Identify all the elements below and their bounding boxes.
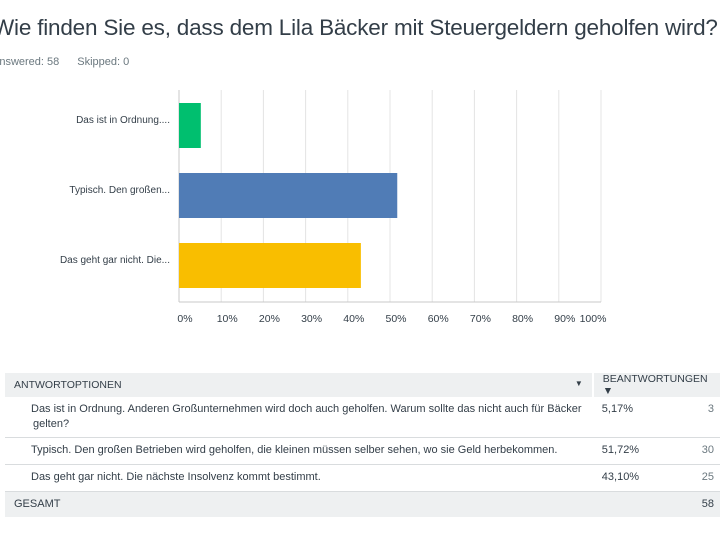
sort-arrow-icon[interactable]: ▼ xyxy=(574,379,583,388)
table-row: ▼Typisch. Den großen Betrieben wird geho… xyxy=(0,437,720,465)
x-tick-label: 40% xyxy=(343,313,364,325)
total-label: GESAMT xyxy=(5,491,593,517)
table-row: ▼Das ist in Ordnung. Anderen Großunterne… xyxy=(0,397,720,438)
bar[interactable] xyxy=(179,243,361,288)
question-title: Wie finden Sie es, dass dem Lila Bäcker … xyxy=(0,15,718,40)
x-tick-label: 0% xyxy=(177,313,192,325)
skipped-count: Skipped: 0 xyxy=(77,56,130,68)
x-tick-label: 20% xyxy=(259,313,280,325)
x-tick-label: 80% xyxy=(512,313,533,325)
x-tick-label: 70% xyxy=(470,313,491,325)
percent-cell: 5,17% xyxy=(592,397,693,438)
bar[interactable] xyxy=(179,173,398,218)
option-cell: ▼Das geht gar nicht. Die nächste Insolve… xyxy=(0,464,593,492)
response-summary: Answered: 58 Skipped: 0 xyxy=(0,56,147,68)
category-label: Typisch. Den großen... xyxy=(69,185,170,196)
answered-count: Answered: 58 xyxy=(0,56,60,68)
x-tick-label: 60% xyxy=(428,313,449,325)
header-options[interactable]: ANTWORTOPTIONEN ▼ xyxy=(5,373,594,397)
table-row: ▼Das geht gar nicht. Die nächste Insolve… xyxy=(0,464,720,492)
results-table: ANTWORTOPTIONEN▼ BEANTWORTUNGEN ▼ ▼Das i… xyxy=(0,373,720,517)
option-cell: ▼Typisch. Den großen Betrieben wird geho… xyxy=(0,437,593,465)
percent-cell: 43,10% xyxy=(592,464,693,492)
total-row: GESAMT 58 xyxy=(5,491,720,517)
category-label: Das ist in Ordnung.... xyxy=(76,115,170,126)
expand-icon[interactable]: ▼ xyxy=(0,403,31,417)
x-tick-label: 30% xyxy=(301,313,322,325)
x-tick-label: 10% xyxy=(217,313,238,325)
x-tick-label: 50% xyxy=(385,313,406,325)
expand-icon[interactable]: ▼ xyxy=(0,471,31,485)
total-count: 58 xyxy=(692,491,720,517)
x-tick-label: 100% xyxy=(580,313,607,325)
count-cell: 3 xyxy=(692,397,720,438)
option-cell: ▼Das ist in Ordnung. Anderen Großunterne… xyxy=(0,397,593,438)
count-cell: 30 xyxy=(692,437,720,465)
category-label: Das geht gar nicht. Die... xyxy=(59,255,170,266)
count-cell: 25 xyxy=(692,464,720,492)
x-tick-label: 90% xyxy=(554,313,575,325)
header-responses[interactable]: BEANTWORTUNGEN ▼ xyxy=(592,373,720,397)
bar[interactable] xyxy=(179,103,201,148)
expand-icon[interactable]: ▼ xyxy=(0,444,31,458)
chart-svg: 0% 10% 20% 30% 40% 50% 60% 70% 80% 90% 100% xyxy=(177,90,607,325)
percent-cell: 51,72% xyxy=(592,437,693,465)
